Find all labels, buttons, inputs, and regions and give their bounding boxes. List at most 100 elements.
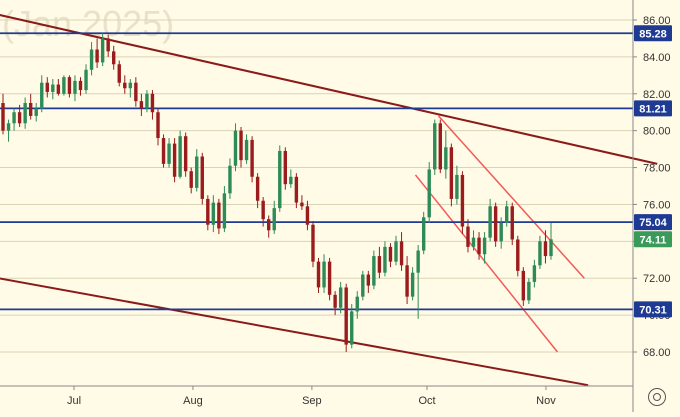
y-tick-label: 82.00	[643, 89, 671, 101]
candle-body	[40, 82, 44, 109]
candle-body	[427, 169, 431, 218]
candle-body	[84, 69, 88, 91]
candle-body	[322, 261, 326, 288]
candle-body	[112, 51, 116, 65]
candle-body	[527, 281, 531, 301]
candle-body	[333, 294, 337, 308]
y-tick-label: 78.00	[643, 163, 671, 175]
candle-body	[255, 176, 260, 201]
candle-body	[239, 130, 243, 161]
y-tick-label: 68.00	[643, 347, 671, 359]
price-badge-label: 74.11	[640, 234, 667, 246]
candle-body	[477, 237, 481, 255]
gear-icon[interactable]	[648, 388, 666, 406]
candle-body	[438, 123, 442, 170]
candle-body	[471, 237, 476, 247]
candle-body	[139, 101, 144, 109]
candle-body	[460, 174, 465, 227]
y-tick-label: 86.00	[643, 15, 671, 27]
candle-body	[172, 143, 177, 177]
candle-body	[161, 138, 166, 164]
trend-line	[437, 115, 585, 279]
candle-body	[128, 82, 133, 89]
x-tick-label: Jul	[67, 395, 81, 407]
candle-body	[228, 165, 232, 194]
candle-body	[366, 274, 371, 286]
price-badge	[634, 214, 672, 231]
x-tick-label: Aug	[183, 395, 203, 407]
x-tick-label: Nov	[536, 395, 556, 407]
candle-body	[294, 176, 299, 203]
y-tick-label: 72.00	[643, 273, 671, 285]
candle-body	[311, 224, 315, 262]
y-tick-label: 80.00	[643, 126, 671, 138]
candle-body	[95, 49, 99, 63]
candle-body	[394, 241, 398, 262]
candle-body	[316, 261, 321, 288]
grid-layer	[0, 19, 633, 353]
y-tick-label: 84.00	[643, 52, 671, 64]
candle-body	[361, 274, 365, 297]
candle-body	[344, 287, 348, 345]
candle-body	[206, 198, 210, 225]
candle-body	[300, 202, 304, 207]
candle-body	[516, 239, 520, 271]
candle-body	[510, 206, 514, 240]
candle-body	[156, 112, 160, 139]
candle-body	[399, 241, 404, 266]
candle-body	[493, 206, 498, 242]
candle-body	[145, 93, 149, 109]
candle-body	[416, 250, 420, 273]
candle-body	[377, 256, 382, 273]
candle-body	[388, 246, 393, 262]
candle-body	[134, 82, 138, 102]
candle-body	[549, 239, 553, 257]
candle-body	[123, 82, 127, 89]
x-tick-label: Oct	[418, 395, 435, 407]
candle-body	[338, 287, 343, 308]
price-badge-label: 81.21	[639, 103, 667, 115]
candle-body	[56, 84, 61, 94]
price-badge-label: 75.04	[639, 217, 667, 229]
time-axis: Jul Aug Sep Oct Nov	[67, 386, 556, 407]
candle-body	[350, 311, 354, 345]
price-badge	[634, 231, 672, 248]
candle-body	[449, 147, 454, 199]
candle-body	[183, 136, 188, 172]
y-tick-label: 76.00	[643, 199, 671, 211]
candle-body	[283, 150, 288, 185]
price-badges: 85.28 81.21 75.04 70.31 74.11	[634, 25, 672, 318]
candle-body	[327, 261, 332, 295]
candle-body	[250, 139, 254, 177]
candle-body	[488, 206, 492, 238]
candle-body	[62, 77, 66, 94]
candle-body	[222, 193, 227, 229]
candle-body	[217, 202, 221, 229]
candle-body	[195, 156, 199, 188]
candle-body	[538, 241, 542, 266]
price-badge	[634, 25, 672, 42]
candle-body	[12, 112, 16, 124]
candle-body	[17, 112, 22, 124]
candle-body	[150, 93, 155, 113]
candle-body	[100, 38, 105, 63]
candle-body	[106, 38, 110, 52]
candle-body	[289, 176, 293, 185]
candle-body	[278, 150, 282, 209]
candle-body	[34, 108, 38, 116]
candle-body	[167, 143, 171, 164]
candles	[1, 32, 553, 352]
candle-body	[211, 202, 216, 225]
candle-body	[51, 84, 55, 92]
price-badge	[634, 100, 672, 117]
candle-body	[482, 237, 487, 255]
candle-body	[45, 82, 49, 92]
candle-body	[28, 103, 33, 116]
price-axis: 68.0070.0072.0074.0076.0078.0080.0082.00…	[633, 15, 671, 359]
candle-body	[405, 265, 409, 297]
price-badge-label: 85.28	[639, 28, 667, 40]
price-badge-label: 70.31	[639, 304, 667, 316]
candle-body	[532, 265, 537, 282]
